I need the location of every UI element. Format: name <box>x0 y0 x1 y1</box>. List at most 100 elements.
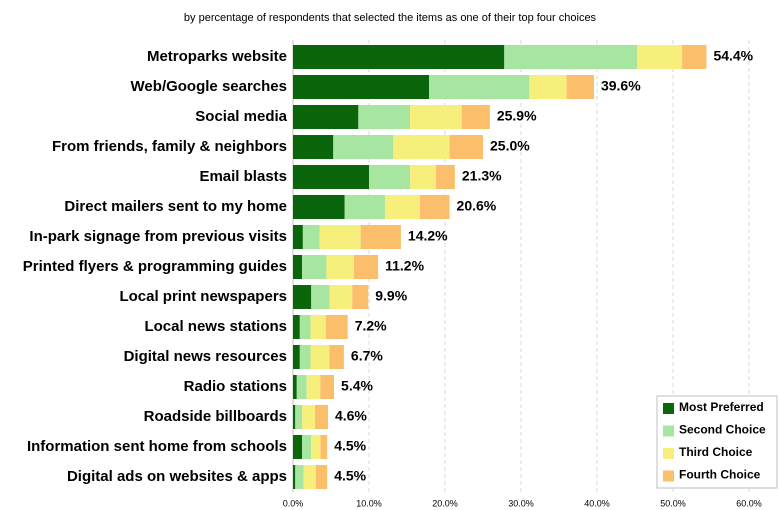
bar-segment <box>329 285 353 309</box>
total-label: 6.7% <box>351 348 383 364</box>
bar-segment <box>449 135 483 159</box>
bar-segment <box>310 315 326 339</box>
bar-segment <box>302 255 327 279</box>
bar-segment <box>333 135 394 159</box>
bar-segment <box>293 285 312 309</box>
x-tick-label: 60.0% <box>736 498 762 508</box>
bar-segment <box>504 45 638 69</box>
bar-segment <box>419 195 450 219</box>
bar-segment <box>302 225 320 249</box>
total-label: 11.2% <box>385 258 424 274</box>
total-label: 14.2% <box>408 228 448 244</box>
category-label: Printed flyers & programming guides <box>23 258 287 275</box>
bar-segment <box>293 345 300 369</box>
category-label: Digital news resources <box>124 348 287 365</box>
bar-segment <box>325 315 348 339</box>
legend-box <box>656 395 778 489</box>
bar-segment <box>315 405 328 429</box>
category-label: Metroparks website <box>147 48 287 65</box>
bar-segment <box>296 375 307 399</box>
total-label: 20.6% <box>457 198 497 214</box>
bar-segment <box>302 435 312 459</box>
total-label: 9.9% <box>375 288 407 304</box>
bar-segment <box>353 255 379 279</box>
bar-segment <box>293 105 359 129</box>
x-tick-label: 0.0% <box>283 498 304 508</box>
bar-segment <box>329 345 344 369</box>
bar-segment <box>293 255 303 279</box>
bar-segment <box>566 75 594 99</box>
bar-segment <box>311 435 321 459</box>
category-label: Local news stations <box>144 318 287 335</box>
bar-segment <box>306 375 321 399</box>
bar-segment <box>293 375 297 399</box>
category-label: Direct mailers sent to my home <box>64 198 287 215</box>
total-label: 5.4% <box>341 378 373 394</box>
total-label: 25.9% <box>497 108 537 124</box>
total-label: 39.6% <box>601 78 641 94</box>
bar-segment <box>293 405 296 429</box>
bar-segment <box>293 225 303 249</box>
x-tick-label: 20.0% <box>432 498 458 508</box>
bar-segment <box>310 345 330 369</box>
category-label: Information sent home from schools <box>27 438 287 455</box>
category-label: From friends, family & neighbors <box>52 138 287 155</box>
bar-segment <box>358 105 411 129</box>
bar-segment <box>344 195 385 219</box>
bar-segment <box>326 255 354 279</box>
category-label: Roadside billboards <box>144 408 287 425</box>
bar-segment <box>320 435 328 459</box>
bar-segment <box>293 465 296 489</box>
bar-segment <box>320 375 335 399</box>
bar-segment <box>302 405 316 429</box>
category-label: Social media <box>195 108 287 125</box>
category-label: Local print newspapers <box>119 288 287 305</box>
x-tick-label: 40.0% <box>584 498 610 508</box>
bar-segment <box>293 45 505 69</box>
bar-segment <box>295 405 303 429</box>
bar-segment <box>303 465 316 489</box>
bar-segment <box>435 165 455 189</box>
total-label: 4.6% <box>335 408 367 424</box>
bar-segment <box>299 315 311 339</box>
legend-label: Fourth Choice <box>679 468 761 482</box>
bar-segment <box>393 135 450 159</box>
bar-segment <box>410 105 462 129</box>
x-tick-label: 30.0% <box>508 498 534 508</box>
total-label: 4.5% <box>334 438 366 454</box>
bar-segment <box>293 195 345 219</box>
category-label: Web/Google searches <box>131 78 287 95</box>
bar-segment <box>295 465 304 489</box>
legend-swatch <box>663 448 674 459</box>
bar-segment <box>529 75 567 99</box>
x-tick-label: 50.0% <box>660 498 686 508</box>
legend-label: Most Preferred <box>679 400 764 414</box>
bar-segment <box>682 45 707 69</box>
total-label: 7.2% <box>355 318 387 334</box>
bar-segment <box>311 285 330 309</box>
bar-segment <box>293 315 300 339</box>
bar-segment <box>637 45 683 69</box>
legend-swatch <box>663 425 674 437</box>
bar-segment <box>384 195 420 219</box>
chart-subtitle: by percentage of respondents that select… <box>184 12 597 24</box>
bar-segment <box>293 135 334 159</box>
category-label: In-park signage from previous visits <box>29 228 287 245</box>
legend-label: Third Choice <box>679 445 753 459</box>
bar-segment <box>461 105 490 129</box>
x-tick-label: 10.0% <box>356 498 382 508</box>
total-label: 4.5% <box>334 468 366 484</box>
total-label: 21.3% <box>462 168 502 184</box>
category-label: Digital ads on websites & apps <box>67 468 287 485</box>
bar-segment <box>319 225 361 249</box>
bar-segment <box>293 75 430 99</box>
bar-segment <box>410 165 436 189</box>
bar-segment <box>293 435 303 459</box>
legend-label: Second Choice <box>679 423 766 437</box>
bar-segment <box>299 345 311 369</box>
bar-segment <box>369 165 411 189</box>
bar-segment <box>360 225 401 249</box>
bar-segment <box>293 165 369 189</box>
total-label: 54.4% <box>713 48 753 64</box>
